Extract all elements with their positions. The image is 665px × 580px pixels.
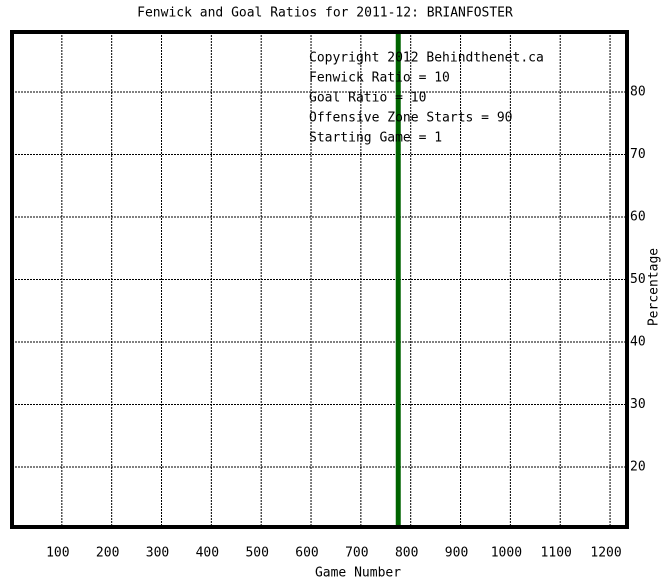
x-tick-label: 300 <box>146 546 169 561</box>
x-tick-label: 900 <box>445 546 468 561</box>
x-tick-label: 200 <box>96 546 119 561</box>
x-tick-label: 400 <box>196 546 219 561</box>
x-tick-label: 500 <box>245 546 268 561</box>
x-tick-label: 1100 <box>541 546 572 561</box>
y-tick-label: 60 <box>630 210 646 225</box>
y-tick-label: 20 <box>630 460 646 475</box>
y-tick-label: 80 <box>630 85 646 100</box>
x-axis-label: Game Number <box>315 566 401 580</box>
x-tick-label: 700 <box>345 546 368 561</box>
y-tick-label: 70 <box>630 147 646 162</box>
y-tick-label: 40 <box>630 335 646 350</box>
y-tick-label: 30 <box>630 397 646 412</box>
annotation: Starting Game = 1 <box>309 131 442 146</box>
x-tick-label: 800 <box>395 546 418 561</box>
y-axis-label: Percentage <box>647 248 662 326</box>
annotation: Copyright 2012 Behindthenet.ca <box>309 51 544 66</box>
chart-title: Fenwick and Goal Ratios for 2011-12: BRI… <box>137 6 513 21</box>
annotation: Goal Ratio = 10 <box>309 91 426 106</box>
annotation: Offensive Zone Starts = 90 <box>309 111 513 126</box>
x-tick-label: 1000 <box>491 546 522 561</box>
x-tick-label: 600 <box>295 546 318 561</box>
y-tick-label: 50 <box>630 272 646 287</box>
plot-border <box>10 30 629 529</box>
x-tick-label: 1200 <box>590 546 621 561</box>
annotation: Fenwick Ratio = 10 <box>309 71 450 86</box>
x-tick-label: 100 <box>46 546 69 561</box>
